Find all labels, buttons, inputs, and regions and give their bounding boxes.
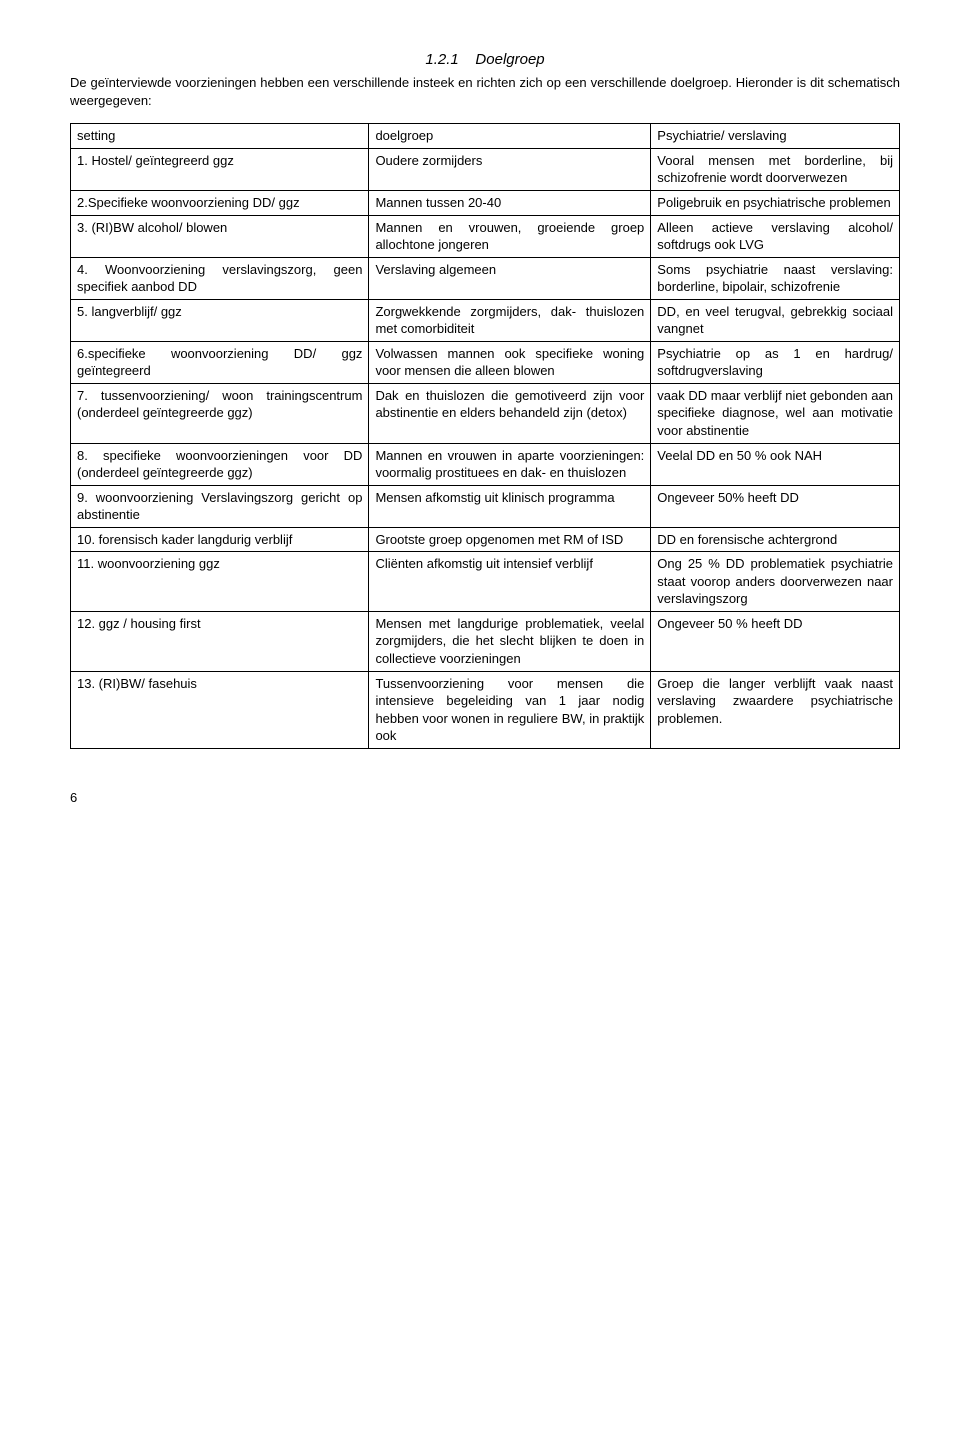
table-cell: Mannen en vrouwen, groeiende groep alloc… — [369, 215, 651, 257]
table-cell: Mannen tussen 20-40 — [369, 190, 651, 215]
table-cell: 8. specifieke woonvoorzieningen voor DD … — [71, 443, 369, 485]
heading-title: Doelgroep — [475, 51, 544, 68]
table-row: 6.specifieke woonvoorziening DD/ ggz geï… — [71, 341, 900, 383]
table-row: 5. langverblijf/ ggzZorgwekkende zorgmij… — [71, 299, 900, 341]
intro-paragraph: De geïnterviewde voorzieningen hebben ee… — [70, 74, 900, 109]
table-cell: Veelal DD en 50 % ook NAH — [651, 443, 900, 485]
table-row: 9. woonvoorziening Verslavingszorg geric… — [71, 485, 900, 527]
table-cell: 12. ggz / housing first — [71, 611, 369, 671]
table-cell: 7. tussenvoorziening/ woon trainingscent… — [71, 383, 369, 443]
table-row: 1. Hostel/ geïntegreerd ggzOudere zormij… — [71, 148, 900, 190]
table-cell: Grootste groep opgenomen met RM of ISD — [369, 527, 651, 552]
table-cell: 10. forensisch kader langdurig verblijf — [71, 527, 369, 552]
table-cell: Groep die langer verblijft vaak naast ve… — [651, 671, 900, 748]
table-cell: 2.Specifieke woonvoorziening DD/ ggz — [71, 190, 369, 215]
table-cell: Verslaving algemeen — [369, 257, 651, 299]
table-cell: Psychiatrie op as 1 en hardrug/ softdrug… — [651, 341, 900, 383]
table-cell: 3. (RI)BW alcohol/ blowen — [71, 215, 369, 257]
table-cell: Dak en thuislozen die gemotiveerd zijn v… — [369, 383, 651, 443]
header-doelgroep: doelgroep — [369, 124, 651, 149]
table-row: 2.Specifieke woonvoorziening DD/ ggzMann… — [71, 190, 900, 215]
table-row: 7. tussenvoorziening/ woon trainingscent… — [71, 383, 900, 443]
table-row: 8. specifieke woonvoorzieningen voor DD … — [71, 443, 900, 485]
table-cell: Mensen afkomstig uit klinisch programma — [369, 485, 651, 527]
table-row: 13. (RI)BW/ fasehuisTussenvoorziening vo… — [71, 671, 900, 748]
table-cell: Vooral mensen met borderline, bij schizo… — [651, 148, 900, 190]
table-cell: DD, en veel terugval, gebrekkig sociaal … — [651, 299, 900, 341]
table-cell: Poligebruik en psychiatrische problemen — [651, 190, 900, 215]
table-row: 3. (RI)BW alcohol/ blowenMannen en vrouw… — [71, 215, 900, 257]
table-header-row: setting doelgroep Psychiatrie/ verslavin… — [71, 124, 900, 149]
table-cell: 6.specifieke woonvoorziening DD/ ggz geï… — [71, 341, 369, 383]
table-row: 11. woonvoorziening ggzCliënten afkomsti… — [71, 552, 900, 612]
table-cell: 9. woonvoorziening Verslavingszorg geric… — [71, 485, 369, 527]
section-heading: 1.2.1 Doelgroep — [70, 50, 900, 70]
doelgroep-table: setting doelgroep Psychiatrie/ verslavin… — [70, 123, 900, 748]
table-cell: Ongeveer 50 % heeft DD — [651, 611, 900, 671]
table-cell: DD en forensische achtergrond — [651, 527, 900, 552]
table-cell: Mensen met langdurige problematiek, veel… — [369, 611, 651, 671]
table-cell: 13. (RI)BW/ fasehuis — [71, 671, 369, 748]
header-psychiatrie: Psychiatrie/ verslaving — [651, 124, 900, 149]
table-cell: Ongeveer 50% heeft DD — [651, 485, 900, 527]
table-cell: Zorgwekkende zorgmijders, dak- thuisloze… — [369, 299, 651, 341]
table-cell: 11. woonvoorziening ggz — [71, 552, 369, 612]
table-row: 4. Woonvoorziening verslavingszorg, geen… — [71, 257, 900, 299]
header-setting: setting — [71, 124, 369, 149]
table-cell: 5. langverblijf/ ggz — [71, 299, 369, 341]
heading-number: 1.2.1 — [425, 51, 458, 68]
table-cell: Ong 25 % DD problematiek psychiatrie sta… — [651, 552, 900, 612]
table-cell: Mannen en vrouwen in aparte voorzieninge… — [369, 443, 651, 485]
table-cell: Alleen actieve verslaving alcohol/ softd… — [651, 215, 900, 257]
table-cell: Soms psychiatrie naast verslaving: borde… — [651, 257, 900, 299]
table-cell: Tussenvoorziening voor mensen die intens… — [369, 671, 651, 748]
table-row: 10. forensisch kader langdurig verblijfG… — [71, 527, 900, 552]
table-cell: Cliënten afkomstig uit intensief verblij… — [369, 552, 651, 612]
table-cell: 1. Hostel/ geïntegreerd ggz — [71, 148, 369, 190]
table-cell: Oudere zormijders — [369, 148, 651, 190]
table-cell: Volwassen mannen ook specifieke woning v… — [369, 341, 651, 383]
table-cell: vaak DD maar verblijf niet gebonden aan … — [651, 383, 900, 443]
page-number: 6 — [70, 789, 900, 807]
table-cell: 4. Woonvoorziening verslavingszorg, geen… — [71, 257, 369, 299]
table-row: 12. ggz / housing firstMensen met langdu… — [71, 611, 900, 671]
